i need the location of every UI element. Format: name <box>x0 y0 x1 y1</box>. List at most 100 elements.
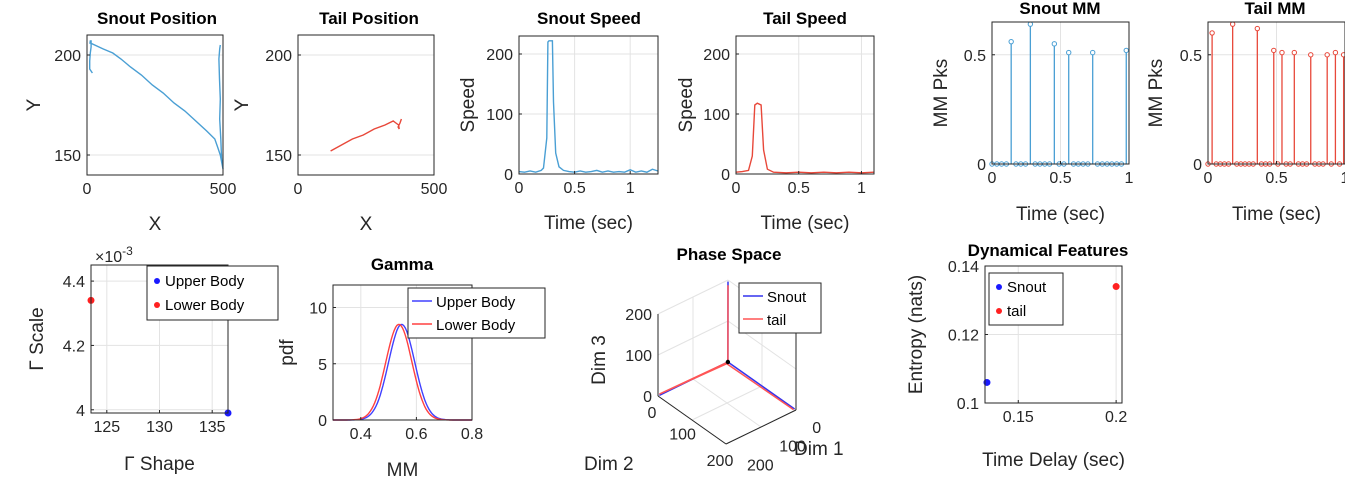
x-tick-label: 0.15 <box>1003 409 1034 426</box>
series-line <box>735 102 875 174</box>
y-tick-label: 100 <box>703 107 730 124</box>
y-tick-label: 0 <box>1193 157 1202 174</box>
y-tick-label: 0.14 <box>948 259 979 276</box>
y-axis-label: pdf <box>277 339 298 366</box>
stem-marker <box>1254 25 1261 32</box>
stem-marker <box>1332 49 1339 56</box>
grid-line <box>657 279 729 315</box>
stem-marker <box>1066 49 1072 56</box>
panel-tail-mm: Tail MM 0 0.5 1 0 0.5 Time (sec) MM Pks <box>1146 0 1345 225</box>
x-axis-label: Γ Shape <box>124 454 195 475</box>
phase-space-title: Phase Space <box>677 245 782 264</box>
tail-speed-axes: 0 0.5 1 0 100 200 Time (sec) Speed <box>676 35 875 234</box>
dim2-tick-label: 100 <box>669 427 696 444</box>
dim1-tick-label: 100 <box>779 439 806 456</box>
dim2-tick-label: 200 <box>707 453 734 470</box>
stem-marker <box>1008 38 1014 45</box>
center-point <box>725 359 731 365</box>
axes-box <box>297 34 435 176</box>
y-tick-label: 4.2 <box>63 338 85 355</box>
exponent-label: ×10-3 <box>95 244 133 266</box>
x-axis-label: X <box>360 214 373 235</box>
plot-area <box>519 36 658 174</box>
dim1-tick-label: 0 <box>812 420 821 437</box>
y-tick-label: 150 <box>265 148 292 165</box>
y-tick-label: 200 <box>265 48 292 65</box>
stem-marker <box>1340 52 1345 58</box>
x-tick-label: 135 <box>199 419 226 436</box>
legend-label: Snout <box>1007 279 1047 296</box>
snout-position-axes: 0 500 150 200 X Y <box>24 34 237 235</box>
grid-line <box>692 378 762 428</box>
y-axis-label: Y <box>232 98 253 111</box>
x-tick-label: 0.8 <box>461 426 483 443</box>
stem-marker <box>1279 49 1285 56</box>
panel-gamma: Gamma 0.4 0.6 0.8 0 5 10 MM pdf Upper Body Lower … <box>277 255 546 479</box>
y-tick-label: 0 <box>721 167 730 184</box>
grid-line <box>657 320 729 356</box>
legend-label: tail <box>1007 303 1026 320</box>
x-axis-label: MM <box>387 460 419 479</box>
y-tick-label: 4 <box>76 403 85 420</box>
legend-box <box>407 287 546 339</box>
x-tick-label: 0 <box>988 170 997 187</box>
y-tick-label: 0 <box>318 413 327 430</box>
panel-gamma-params: 125 130 135 4 4.2 4.4 Γ Shape Γ Scale ×10-3 Upper… <box>27 244 279 475</box>
series-line <box>89 40 224 170</box>
dynamical-features-axes: 0.15 0.2 0.1 0.12 0.14 Time Delay (sec) Entrop… <box>906 259 1127 471</box>
y-tick-label: 150 <box>54 148 81 165</box>
y-axis-label: Γ Scale <box>27 307 48 370</box>
tail-mm-axes: 0 0.5 1 0 0.5 Time (sec) MM Pks <box>1146 21 1345 225</box>
x-tick-label: 0.5 <box>563 180 585 197</box>
snout-mm-title: Snout MM <box>1019 0 1100 18</box>
x-axis-label: Time (sec) <box>760 213 849 234</box>
legend-marker <box>154 302 160 308</box>
legend-label: Snout <box>767 289 807 306</box>
axis-edge <box>657 395 727 445</box>
y-tick-label: 4.4 <box>63 274 85 291</box>
legend-marker <box>996 284 1002 290</box>
y-axis-label: Speed <box>458 78 479 133</box>
legend-box <box>146 265 279 321</box>
dim3-axis-label: Dim 3 <box>589 335 610 385</box>
stem-marker <box>1308 52 1314 58</box>
y-tick-label: 0 <box>504 167 513 184</box>
x-tick-label: 0.6 <box>405 426 427 443</box>
legend-label: Lower Body <box>165 297 245 314</box>
x-tick-label: 0 <box>83 181 92 198</box>
x-tick-label: 500 <box>210 181 237 198</box>
y-tick-label: 10 <box>309 301 327 318</box>
exponent-power: -3 <box>122 244 133 258</box>
legend-box <box>988 272 1064 326</box>
stem-marker <box>1291 49 1298 56</box>
axes-box <box>735 35 875 175</box>
x-tick-label: 0.5 <box>1049 170 1071 187</box>
panel-snout-speed: Snout Speed 0 0.5 1 0 100 200 Time (sec) Speed <box>458 9 659 234</box>
stem-marker <box>1209 30 1215 36</box>
x-tick-label: 0 <box>294 181 303 198</box>
x-tick-label: 130 <box>146 419 173 436</box>
y-tick-label: 200 <box>54 48 81 65</box>
stem-marker <box>1271 47 1277 54</box>
y-tick-label: 0.12 <box>948 328 979 345</box>
tail-speed-title: Tail Speed <box>763 9 847 28</box>
data-point <box>1112 283 1120 291</box>
snout-speed-title: Snout Speed <box>537 9 641 28</box>
x-tick-label: 500 <box>421 181 448 198</box>
stem-marker <box>1324 52 1330 58</box>
legend-label: Upper Body <box>165 273 245 290</box>
snout-mm-axes: 0 0.5 1 0 0.5 Time (sec) MM Pks <box>931 21 1134 225</box>
y-tick-label: 5 <box>318 357 327 374</box>
y-axis-label: Entropy (nats) <box>906 275 927 394</box>
legend-marker <box>154 278 160 284</box>
y-axis-label: Speed <box>676 78 697 133</box>
x-tick-label: 0.4 <box>350 426 372 443</box>
stem-marker <box>1229 21 1236 27</box>
dim1-tick-label: 200 <box>747 458 774 475</box>
axes-box <box>518 35 659 175</box>
plot-area <box>87 35 223 175</box>
panel-tail-position: Tail Position 0 500 150 200 X Y <box>232 9 447 235</box>
snout-position-title: Snout Position <box>97 9 217 28</box>
legend-label: Lower Body <box>436 317 516 334</box>
